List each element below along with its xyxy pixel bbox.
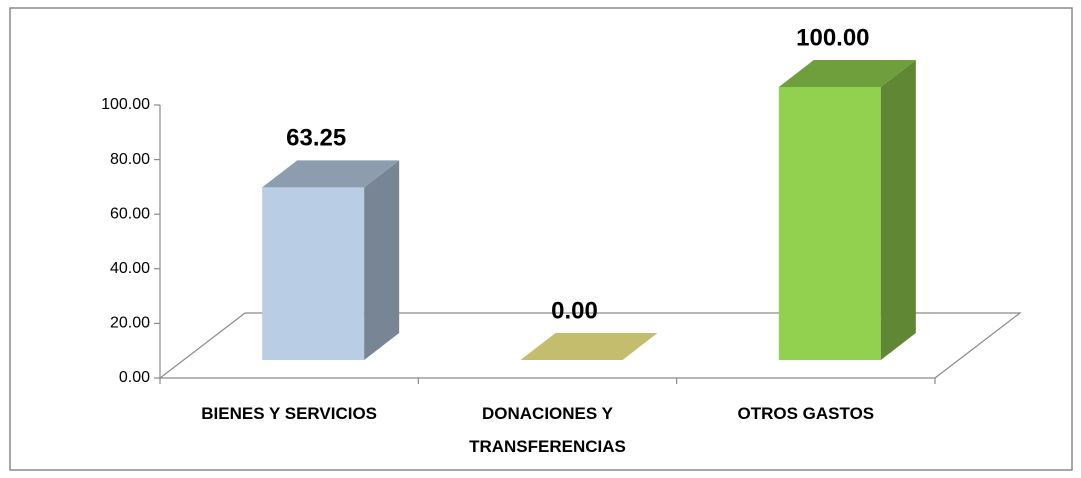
bar-top xyxy=(778,60,916,87)
bar xyxy=(520,333,658,360)
bar-front xyxy=(262,187,365,360)
bar-top xyxy=(262,160,400,188)
y-tick-label: 20.00 xyxy=(110,315,150,332)
y-tick-label: 0.00 xyxy=(119,369,150,386)
chart-border xyxy=(9,7,1073,471)
value-label: 0.00 xyxy=(551,297,598,324)
y-tick-label: 40.00 xyxy=(110,260,150,277)
bar xyxy=(262,160,400,360)
y-tick-label: 100.00 xyxy=(101,96,150,113)
bar-side xyxy=(880,60,916,360)
y-tick-label: 60.00 xyxy=(110,205,150,222)
value-label: 100.00 xyxy=(796,24,869,51)
bar-top xyxy=(520,333,658,360)
bar-side xyxy=(364,160,400,360)
bar-front xyxy=(778,87,881,360)
x-tick-label: BIENES Y SERVICIOS xyxy=(201,404,378,423)
x-tick-label: OTROS GASTOS xyxy=(737,404,875,423)
value-label: 63.25 xyxy=(286,125,346,152)
y-tick-label: 80.00 xyxy=(110,151,150,168)
x-tick-label: DONACIONES Y TRANSFERENCIAS xyxy=(469,404,626,456)
bar xyxy=(778,60,916,360)
